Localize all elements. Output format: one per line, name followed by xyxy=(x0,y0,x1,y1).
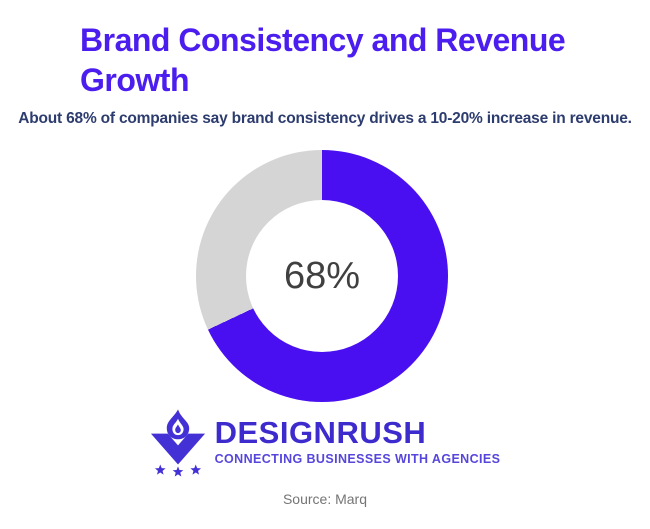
donut-center: 68% xyxy=(246,200,398,352)
source-note: Source: Marq xyxy=(282,491,368,507)
page-title-line2: Growth xyxy=(80,62,189,98)
designrush-logo: DESIGNRUSH CONNECTING BUSINESSES WITH AG… xyxy=(0,406,650,480)
donut-center-label: 68% xyxy=(283,254,361,297)
logo-wordmark: DESIGNRUSH xyxy=(214,415,427,450)
subtitle: About 68% of companies say brand consist… xyxy=(18,110,632,127)
donut-chart: 68% xyxy=(196,150,448,402)
logo-text-block: DESIGNRUSH CONNECTING BUSINESSES WITH AG… xyxy=(214,415,501,467)
logo-tagline: CONNECTING BUSINESSES WITH AGENCIES xyxy=(214,452,501,466)
torch-chevron-stars-icon xyxy=(150,409,205,477)
page-title-line1: Brand Consistency and Revenue xyxy=(80,22,566,58)
page-title: Brand Consistency and Revenue Growth xyxy=(80,20,600,100)
